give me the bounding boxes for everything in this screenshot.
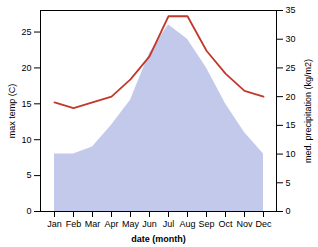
- svg-text:May: May: [122, 219, 140, 229]
- svg-text:date (month): date (month): [131, 234, 186, 244]
- svg-text:Dec: Dec: [255, 219, 272, 229]
- svg-text:Nov: Nov: [236, 219, 253, 229]
- svg-text:Jun: Jun: [142, 219, 157, 229]
- svg-text:Mar: Mar: [85, 219, 101, 229]
- svg-text:20: 20: [21, 63, 31, 73]
- svg-text:Apr: Apr: [104, 219, 118, 229]
- svg-text:5: 5: [286, 178, 291, 188]
- svg-text:15: 15: [286, 120, 296, 130]
- svg-text:0: 0: [286, 206, 291, 216]
- svg-text:Aug: Aug: [179, 219, 195, 229]
- svg-text:Jul: Jul: [163, 219, 175, 229]
- svg-text:5: 5: [26, 170, 31, 180]
- svg-text:20: 20: [286, 92, 296, 102]
- svg-text:max temp (C): max temp (C): [7, 84, 17, 139]
- svg-text:25: 25: [286, 63, 296, 73]
- svg-text:Oct: Oct: [218, 219, 233, 229]
- svg-text:35: 35: [286, 5, 296, 15]
- svg-text:10: 10: [286, 149, 296, 159]
- svg-text:med. precipitation (kg/m2): med. precipitation (kg/m2): [303, 59, 313, 163]
- svg-text:25: 25: [21, 27, 31, 37]
- svg-text:0: 0: [26, 206, 31, 216]
- svg-text:15: 15: [21, 99, 31, 109]
- svg-text:Jan: Jan: [47, 219, 62, 229]
- svg-text:Feb: Feb: [66, 219, 82, 229]
- svg-text:30: 30: [286, 34, 296, 44]
- svg-text:Sep: Sep: [198, 219, 214, 229]
- svg-text:10: 10: [21, 135, 31, 145]
